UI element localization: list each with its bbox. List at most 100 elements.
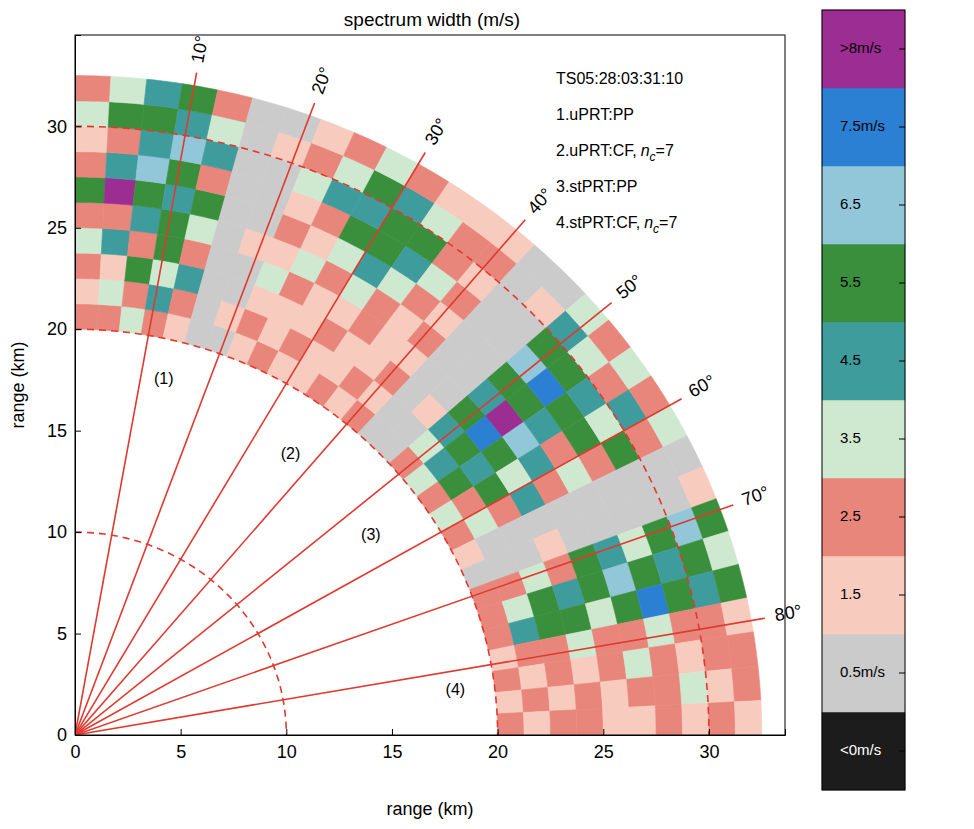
- cell: [212, 90, 252, 123]
- plot-frame: [75, 35, 785, 735]
- radial-lines: [75, 73, 765, 735]
- colorbar-frame: [822, 10, 905, 790]
- tick-label: 10: [47, 522, 67, 542]
- cell: [679, 671, 708, 704]
- colorbar-tick: [899, 283, 905, 284]
- cell: [713, 564, 747, 603]
- tick: 0: [57, 725, 81, 745]
- radial-line: [75, 399, 682, 735]
- tick: 5: [57, 624, 81, 644]
- tick-label: 0: [70, 742, 80, 762]
- colorbar-tick: [899, 751, 905, 752]
- colorbar-tick: [899, 673, 905, 674]
- cell: [108, 102, 144, 130]
- sector-label: (4): [446, 681, 466, 698]
- cell: [75, 304, 99, 330]
- radial-label: 70°: [739, 482, 771, 510]
- cell: [701, 636, 732, 672]
- tick: 20: [47, 319, 81, 339]
- colorbar-tick: [899, 439, 905, 440]
- radial-line: [75, 505, 733, 735]
- radial-label: 60°: [685, 371, 719, 402]
- cell: [629, 706, 656, 735]
- cell: [178, 84, 217, 115]
- colorbar-tick: [899, 361, 905, 362]
- colorbar-bin: [822, 322, 905, 400]
- info-text-part: 1.uPRT:PP: [556, 106, 634, 123]
- cell: [703, 531, 738, 571]
- radial-line: [75, 73, 197, 735]
- y-axis: 0 5 10 15 20 25 30: [47, 36, 81, 746]
- tick-label: 25: [594, 742, 614, 762]
- tick-label: 20: [488, 742, 508, 762]
- y-axis-title: range (km): [8, 341, 28, 428]
- tick-label: 5: [176, 742, 186, 762]
- cell: [592, 624, 623, 655]
- radial-label: 30°: [421, 115, 452, 149]
- colorbar-bin: [822, 712, 905, 790]
- colorbar-tick: [899, 49, 905, 50]
- tick-mark: [75, 126, 81, 127]
- cell: [119, 306, 145, 334]
- colorbar-bin: [822, 478, 905, 556]
- cell: [623, 648, 653, 680]
- cell: [110, 76, 147, 104]
- info-suffix: =7: [656, 142, 674, 159]
- info-line: TS05:28:03:31:10: [556, 70, 683, 87]
- chart-title: spectrum width (m/s): [344, 9, 520, 30]
- colorbar-tick: [899, 595, 905, 596]
- cell: [99, 279, 125, 306]
- tick-label: 25: [47, 218, 67, 238]
- tick-mark: [75, 329, 81, 330]
- radial-line: [75, 220, 525, 735]
- tick-label: 5: [57, 624, 67, 644]
- info-text-part: 3.stPRT:PP: [556, 178, 638, 195]
- cell: [675, 640, 705, 674]
- cell: [566, 630, 597, 660]
- colorbar-label: 0.5m/s: [840, 663, 885, 680]
- cell: [75, 126, 108, 152]
- info-line: 3.stPRT:PP: [556, 178, 638, 195]
- tick-mark: [181, 729, 182, 735]
- sector-label: (3): [361, 526, 381, 543]
- info-text-part: 4.stPRT:CF,: [556, 214, 640, 231]
- colorbar-label: 6.5: [840, 195, 861, 212]
- tick: 15: [47, 421, 81, 441]
- cell: [548, 685, 576, 711]
- cell: [597, 652, 627, 682]
- colorbar-label: 2.5: [840, 507, 861, 524]
- tick: 25: [47, 218, 81, 238]
- sector-labels: (1)(2)(3)(4): [154, 370, 465, 697]
- tick-mark: [75, 228, 81, 229]
- info-var: n: [644, 214, 653, 231]
- cell: [136, 155, 170, 184]
- cell: [627, 677, 656, 707]
- radial-label: 40°: [523, 184, 556, 218]
- plot-area: [75, 73, 765, 735]
- tick-label: 30: [47, 117, 67, 137]
- cell: [574, 682, 602, 710]
- cell: [100, 254, 128, 281]
- radial-line: [75, 618, 765, 735]
- tick: 20: [488, 729, 508, 762]
- cell: [75, 101, 110, 127]
- cell: [705, 669, 734, 703]
- cell: [75, 76, 111, 102]
- radial-line: [75, 103, 315, 735]
- cell: [653, 674, 682, 706]
- tick: 10: [277, 729, 297, 762]
- cell: [550, 710, 577, 735]
- info-text-part: TS05:28:03:31:10: [556, 70, 683, 87]
- colorbar-label: 4.5: [840, 351, 861, 368]
- colorbar-tick: [899, 205, 905, 206]
- cell: [101, 228, 130, 255]
- tick-mark: [75, 634, 81, 635]
- colorbar-label: <0m/s: [840, 741, 881, 758]
- sector-label: (2): [281, 445, 301, 462]
- tick: 30: [47, 117, 81, 137]
- colorbar-tick: [899, 127, 905, 128]
- tick-label: 10: [277, 742, 297, 762]
- axis-line: [76, 729, 786, 736]
- tick: 25: [594, 729, 614, 762]
- cell: [75, 253, 101, 279]
